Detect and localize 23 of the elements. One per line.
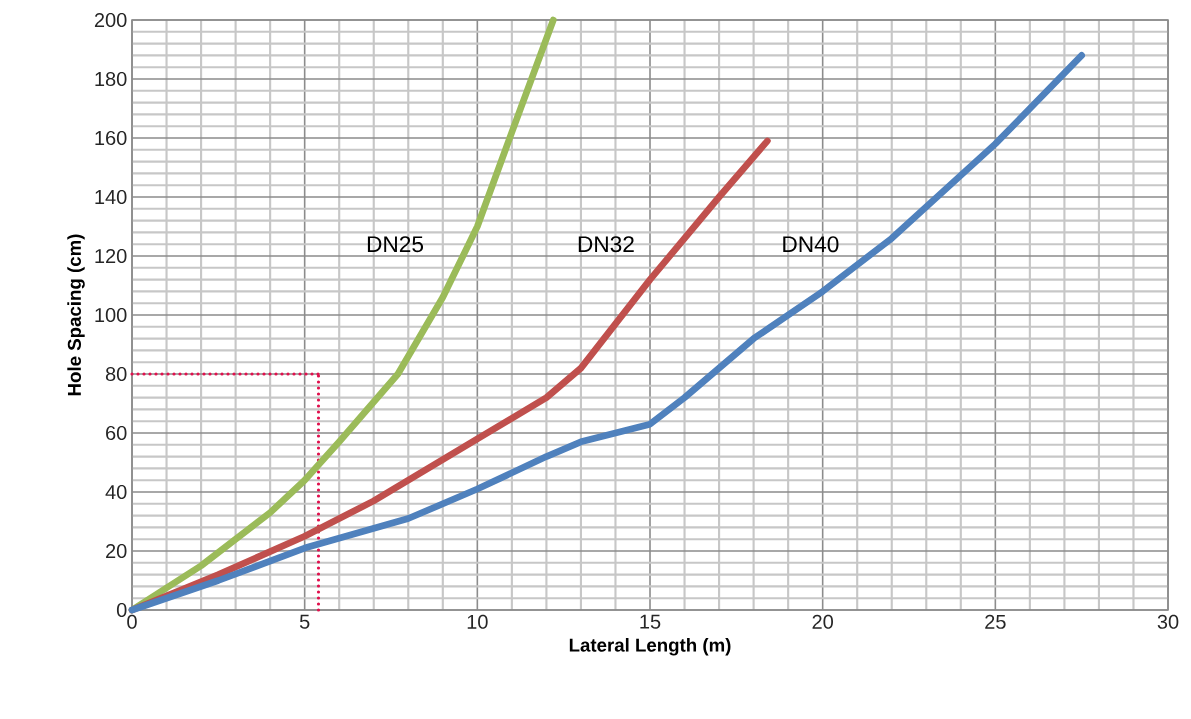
series-label: DN25 (367, 236, 424, 253)
x-tick-label: 10 (467, 614, 488, 629)
x-tick-label: 15 (640, 614, 661, 629)
series-label: DN32 (578, 236, 634, 253)
y-tick-label: 0 (116, 602, 127, 618)
y-tick-label: 140 (95, 189, 127, 205)
y-tick-label: 120 (95, 248, 127, 264)
y-tick-label: 200 (94, 12, 127, 28)
x-axis-title: Lateral Length (m) (569, 638, 731, 656)
y-tick-label: 100 (95, 307, 127, 323)
y-tick-label: 160 (95, 130, 127, 146)
y-tick-label: 20 (106, 543, 127, 559)
x-tick-label: 0 (127, 614, 137, 629)
y-tick-label: 40 (105, 484, 127, 500)
y-tick-label: 80 (105, 366, 127, 382)
x-tick-label: 20 (812, 614, 833, 629)
series-label: DN40 (783, 236, 839, 253)
y-tick-label: 60 (106, 425, 127, 441)
y-axis-title: Hole Spacing (cm) (67, 234, 85, 396)
x-tick-label: 5 (299, 614, 310, 629)
y-tick-label: 180 (95, 71, 127, 87)
x-tick-label: 30 (1157, 614, 1179, 629)
x-tick-label: 25 (985, 614, 1006, 629)
